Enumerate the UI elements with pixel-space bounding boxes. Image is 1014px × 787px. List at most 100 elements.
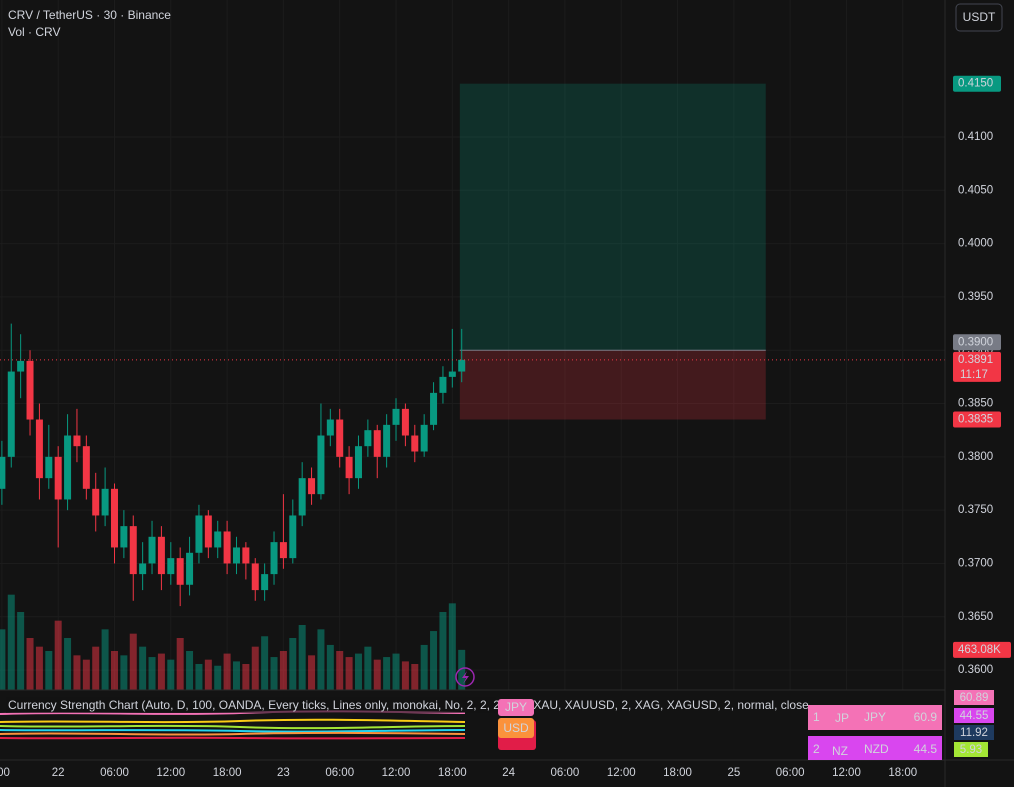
y-tick-label: 0.3950 [958,291,993,303]
y-tick-label: 0.3850 [958,398,993,410]
currency-button-label[interactable]: USDT [963,10,996,24]
volume-bar [251,646,259,690]
volume-bar [448,603,456,690]
candle-body [364,430,372,447]
candle-body [448,371,456,377]
candle-body [17,360,25,372]
x-tick-label: 18:00 [663,767,692,779]
x-tick-label: 06:00 [325,767,354,779]
y-tick-label: 0.3800 [958,451,993,463]
y-tick-label: 0.4100 [958,131,993,143]
candle-body [204,515,212,548]
volume-title: Vol · CRV [8,25,60,39]
x-tick-label: 24 [502,767,515,779]
candle-body [186,552,194,585]
volume-bar [242,664,250,690]
volume-bar [458,649,466,690]
x-tick-label: 12:00 [156,767,185,779]
target-badge-label: 0.4150 [958,78,993,90]
volume-bar [186,651,194,690]
x-tick-label: :00 [0,767,10,779]
volume-bar [157,653,165,690]
volume-bar [223,653,231,690]
volume-bar [167,659,175,690]
candle-body [214,531,222,548]
candle-body [110,488,118,548]
volume-bar [129,633,137,690]
tag-label: JPY [505,700,527,714]
volume-bar [45,651,53,690]
x-tick-label: 06:00 [776,767,805,779]
candle-body [129,526,137,575]
volume-bar [354,653,362,690]
candle-body [64,435,72,500]
table-row [808,705,942,730]
x-tick-label: 12:00 [382,767,411,779]
indicator-title-bg [6,697,496,713]
volume-bar [270,657,278,690]
axis-badge-label: 44.55 [960,710,989,722]
candle-body [101,488,109,516]
candle-body [54,456,62,500]
strength-line [0,718,466,724]
strength-line [0,729,466,733]
plot [0,83,945,690]
currency-button[interactable] [955,3,1003,32]
axis-badge-label: 60.89 [960,692,989,704]
candle-body [35,419,43,479]
candle-body [373,430,381,457]
candle-body [430,392,438,425]
target-badge [953,75,1001,92]
y-tick-label: 0.3650 [958,611,993,623]
volume-bar [373,659,381,690]
volume-bar [308,655,316,690]
candle-body [279,542,287,559]
volume-bar [139,646,147,690]
volume-bar [35,646,43,690]
table-row [808,736,942,760]
candle-body [0,456,6,489]
volume-bar [195,664,203,690]
strength-line [0,736,466,740]
candle-body [242,547,250,564]
candle-body [308,478,316,495]
volume-bar [110,651,118,690]
candle-body [157,536,165,575]
candle-body [26,360,34,420]
tag-usd [498,718,534,738]
y-tick-label: 0.4050 [958,184,993,196]
alert-bolt [462,671,469,684]
candle-body [223,531,231,564]
y-tick-label: 0.3700 [958,557,993,569]
countdown-label: 11:17 [960,369,988,381]
axis-badge [954,742,988,757]
volume-bar [17,612,25,690]
candle-body [289,515,297,559]
candle-body [251,563,259,591]
volume-bar [289,638,297,690]
table-cell: JPY [864,710,886,724]
x-tick-label: 06:00 [100,767,129,779]
alert-icon[interactable] [455,667,475,687]
candle-body [345,456,353,479]
symbol-title: CRV / TetherUS · 30 · Binance [8,8,171,22]
volume-bar [420,644,428,690]
volume-bar [317,629,325,690]
volume-bar [261,636,269,690]
volume-bar [204,659,212,690]
volume-bar [392,653,400,690]
volume-bar [82,659,90,690]
y-tick-label: 0.4000 [958,238,993,250]
table-cell: 2 [813,742,820,756]
tag-jpy [498,699,534,716]
volume-bar [232,661,240,690]
volume-bar [279,651,287,690]
volume-bar [120,655,128,690]
candle-body [401,408,409,436]
x-tick-label: 23 [277,767,290,779]
table-cell: NZD [864,742,889,756]
x-tick-label: 18:00 [438,767,467,779]
